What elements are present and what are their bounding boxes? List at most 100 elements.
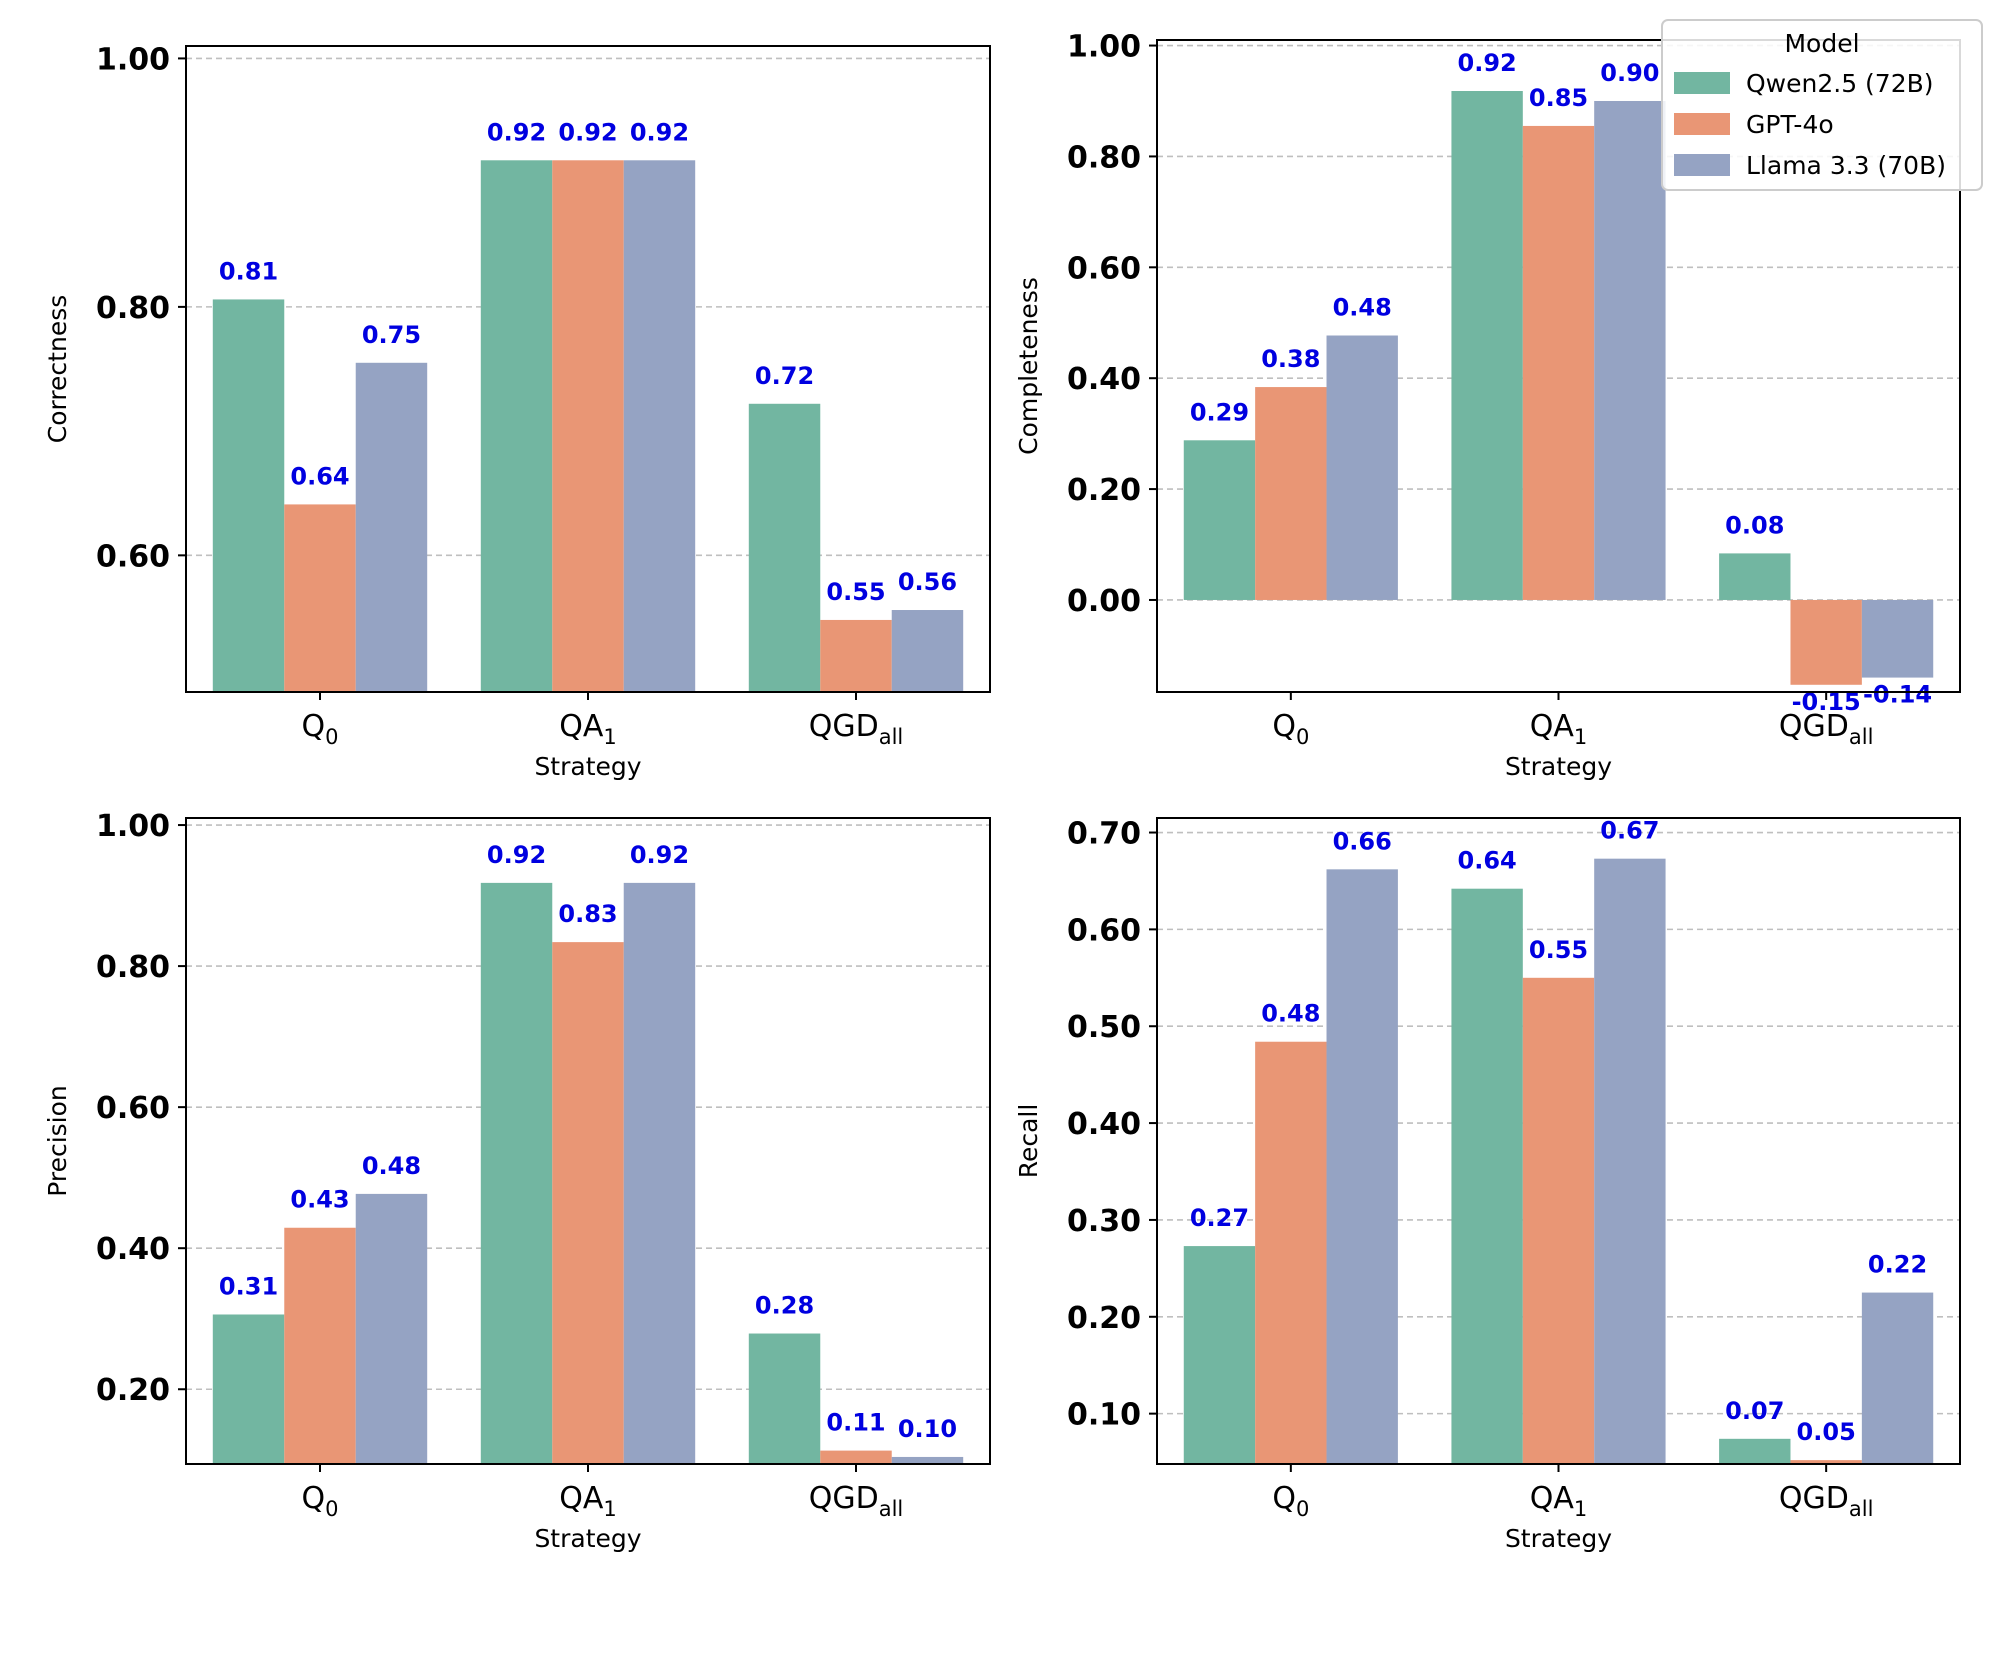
data-label: 0.75 [362, 321, 421, 349]
y-tick-label: 0.40 [1067, 362, 1141, 397]
chart-panel-completeness: 0.290.920.080.380.85-0.150.480.90-0.140.… [1014, 30, 1961, 781]
x-tick-label-base: QGD [809, 1481, 879, 1516]
y-tick-label: 0.50 [1067, 1010, 1141, 1045]
y-tick-label: 0.60 [96, 1091, 170, 1126]
chart-panel-precision: 0.31 0.92 0.28 0.43 0.83 0.11 0.48 0.92 0.10 0.20… [43, 809, 991, 1553]
data-label: 0.22 [1868, 1251, 1927, 1279]
data-label: 0.43 [290, 1186, 349, 1214]
bar-gpt-4o [820, 619, 892, 692]
x-tick-label-base: QGD [1779, 1481, 1849, 1516]
data-label: 0.92 [1458, 49, 1517, 77]
x-tick-label: QA1 [559, 1481, 617, 1521]
x-tick-label: QA1 [1530, 709, 1588, 749]
x-tick-label-sub: 0 [1296, 1497, 1309, 1521]
bar-llama-3-3-70b- [1326, 335, 1398, 600]
bar-qwen2-5-72b- [1719, 553, 1791, 600]
x-tick-label-base: QGD [1779, 709, 1849, 744]
bar-qwen2-5-72b- [480, 882, 553, 1464]
x-tick-label-base: QA [559, 709, 604, 744]
x-tick-label: Q0 [302, 1481, 339, 1521]
x-tick-label-sub: all [1849, 725, 1874, 749]
x-tick-label-base: QA [1530, 1481, 1575, 1516]
x-tick-label-sub: all [879, 1497, 904, 1521]
x-tick-label: QGDall [809, 1481, 904, 1521]
x-tick-label-base: Q [1272, 1481, 1296, 1516]
legend: Model Qwen2.5 (72B) GPT-4o Llama 3.3 (70B) [1661, 19, 1983, 191]
x-tick-label-base: QGD [809, 709, 879, 744]
bar-gpt-4o [284, 1227, 356, 1464]
data-label: 0.66 [1333, 827, 1392, 855]
bar-gpt-4o [552, 942, 624, 1464]
bar-gpt-4o [1522, 125, 1595, 600]
bar-llama-3-3-70b- [1594, 858, 1666, 1464]
chart-panel-recall: 0.27 0.64 0.07 0.48 0.55 0.05 0.66 0.67 0.22 0.10… [1014, 817, 1961, 1553]
x-tick-label: Q0 [1272, 1481, 1309, 1521]
y-tick-label: 0.60 [1067, 913, 1141, 948]
bar-llama-3-3-70b- [355, 362, 428, 692]
y-axis-label: Precision [43, 1085, 72, 1197]
bar-gpt-4o [1522, 977, 1595, 1464]
data-label: 0.31 [219, 1272, 278, 1300]
x-tick-label-sub: 1 [1574, 1497, 1587, 1521]
data-label: 0.92 [630, 841, 689, 869]
bar-llama-3-3-70b- [891, 610, 964, 692]
bar-llama-3-3-70b- [355, 1193, 428, 1464]
data-label: 0.64 [1458, 847, 1517, 875]
bar-qwen2-5-72b- [1451, 91, 1523, 600]
y-tick-label: 0.00 [1067, 584, 1141, 619]
data-label: 0.10 [898, 1415, 957, 1443]
data-label: 0.48 [1261, 1000, 1320, 1028]
x-tick-label-sub: 0 [325, 725, 338, 749]
bar-gpt-4o [552, 160, 624, 693]
bar-gpt-4o [1255, 1041, 1327, 1464]
legend-box [1661, 19, 1983, 191]
x-tick-label-base: Q [302, 709, 326, 744]
data-label: 0.11 [826, 1409, 885, 1437]
y-tick-label: 0.80 [96, 291, 170, 326]
legend-label: Llama 3.3 (70B) [1746, 151, 1946, 180]
y-tick-label: 1.00 [96, 809, 170, 844]
x-tick-label-sub: 1 [1574, 725, 1587, 749]
bar-gpt-4o [820, 1450, 892, 1464]
bar-qwen2-5-72b- [212, 299, 285, 692]
data-label: 0.07 [1725, 1397, 1784, 1425]
y-tick-label: 0.40 [1067, 1107, 1141, 1142]
data-label: 0.83 [558, 900, 617, 928]
x-tick-label: QGDall [1779, 709, 1874, 749]
y-tick-label: 0.10 [1067, 1398, 1141, 1433]
y-tick-label: 0.20 [1067, 473, 1141, 508]
data-label: 0.67 [1600, 817, 1659, 845]
legend-swatch [1674, 72, 1730, 94]
x-tick-label-sub: 0 [325, 1497, 338, 1521]
data-label: 0.55 [1529, 936, 1588, 964]
data-label: 0.72 [755, 362, 814, 390]
x-tick-label-base: QA [1530, 709, 1575, 744]
data-label: 0.48 [1333, 294, 1392, 322]
bar-llama-3-3-70b- [1861, 1292, 1934, 1464]
bar-llama-3-3-70b- [1326, 869, 1398, 1464]
y-axis-label: Completeness [1014, 277, 1043, 455]
x-axis-label: Strategy [1505, 752, 1612, 781]
chart-panel-correctness: 0.81 0.92 0.72 0.64 0.92 0.55 0.75 0.92 0.56 0.60… [43, 42, 991, 781]
data-label: 0.64 [290, 462, 349, 490]
bar-llama-3-3-70b- [891, 1456, 964, 1464]
x-tick-label-sub: 1 [603, 725, 616, 749]
bar-gpt-4o [1790, 1460, 1862, 1464]
data-label: 0.38 [1261, 345, 1320, 373]
data-label: 0.27 [1190, 1204, 1249, 1232]
data-label: 0.85 [1529, 84, 1588, 112]
bar-llama-3-3-70b- [623, 882, 696, 1464]
x-tick-label-base: QA [559, 1481, 604, 1516]
data-label: 0.90 [1600, 59, 1659, 87]
bar-llama-3-3-70b- [623, 160, 696, 693]
x-axis-label: Strategy [534, 1524, 641, 1553]
y-tick-label: 0.30 [1067, 1204, 1141, 1239]
x-tick-label: Q0 [1272, 709, 1309, 749]
data-label: 0.81 [219, 257, 278, 285]
x-tick-label: QA1 [559, 709, 617, 749]
x-tick-label-sub: all [879, 725, 904, 749]
x-tick-label-base: Q [1272, 709, 1296, 744]
y-tick-label: 0.20 [96, 1373, 170, 1408]
bar-qwen2-5-72b- [1719, 1438, 1791, 1464]
